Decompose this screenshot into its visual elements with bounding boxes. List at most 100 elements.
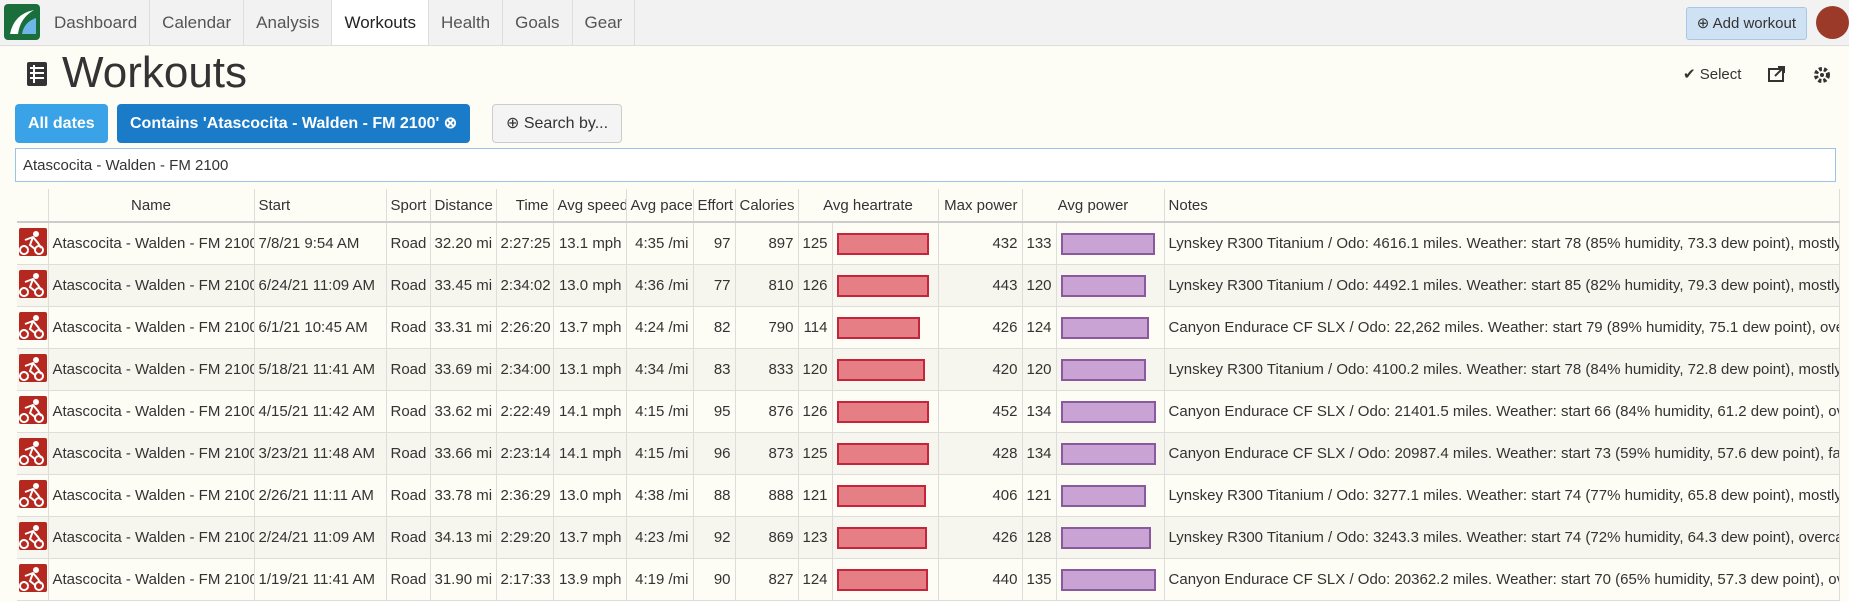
notes-cell: Lynskey R300 Titanium / Odo: 3243.3 mile…: [1164, 516, 1840, 559]
distance-cell: 33.66 mi: [430, 432, 497, 475]
heartrate-bar-cell: [832, 474, 939, 517]
sport-icon-cell: [17, 348, 49, 391]
heartrate-bar: [836, 232, 929, 255]
max-power-cell: 406: [938, 474, 1023, 517]
select-label: Select: [1699, 66, 1742, 83]
power-bar-cell: [1056, 516, 1165, 559]
all-dates-button[interactable]: All dates: [15, 104, 108, 143]
nav-tab[interactable]: Workouts: [332, 0, 429, 45]
toolbar-icons[interactable]: [1767, 64, 1837, 86]
column-header: Start: [254, 189, 387, 223]
avg-pace-cell: 4:15 /mi: [626, 390, 694, 433]
nav-tab[interactable]: Analysis: [244, 0, 333, 45]
max-power-cell: 428: [938, 432, 1023, 475]
avg-power-cell: 120: [1022, 348, 1057, 391]
sport-icon: [19, 269, 47, 298]
start-cell: 6/1/21 10:45 AM: [254, 306, 387, 349]
workout-row: Atascocita - Walden - FM 2100 1/19/21 11:…: [17, 558, 1840, 601]
calories-cell: 827: [735, 558, 799, 601]
avg-power-cell: 121: [1022, 474, 1057, 517]
sport-icon-cell: [17, 516, 49, 559]
heartrate-bar: [836, 568, 928, 591]
distance-cell: 31.90 mi: [430, 558, 497, 601]
workout-row: Atascocita - Walden - FM 2100 4/15/21 11:…: [17, 390, 1840, 433]
workouts-table: Name Start Sport Distance Time Avg speed Avg p…: [17, 189, 1840, 601]
start-cell: 2/26/21 11:11 AM: [254, 474, 387, 517]
nav-tab[interactable]: Goals: [503, 0, 573, 45]
avg-heartrate-cell: 124: [798, 558, 833, 601]
avg-speed-cell: 13.9 mph: [553, 558, 627, 601]
workout-row: Atascocita - Walden - FM 2100 5/18/21 11:…: [17, 348, 1840, 391]
avatar[interactable]: [1816, 6, 1849, 39]
distance-cell: 32.20 mi: [430, 222, 497, 265]
avg-pace-cell: 4:23 /mi: [626, 516, 694, 559]
nav-tab[interactable]: Gear: [573, 0, 636, 45]
distance-cell: 34.13 mi: [430, 516, 497, 559]
select-button[interactable]: ✔ Select: [1683, 66, 1742, 83]
search-input[interactable]: Atascocita - Walden - FM 2100: [15, 148, 1836, 182]
nav-tab[interactable]: Dashboard: [42, 0, 151, 45]
avg-pace-cell: 4:35 /mi: [626, 222, 694, 265]
name-cell: Atascocita - Walden - FM 2100: [48, 558, 255, 601]
nav-tab[interactable]: Health: [429, 0, 504, 45]
max-power-cell: 440: [938, 558, 1023, 601]
notes-cell: Lynskey R300 Titanium / Odo: 4100.2 mile…: [1164, 348, 1840, 391]
table-icon: [27, 62, 47, 86]
name-cell: Atascocita - Walden - FM 2100: [48, 222, 255, 265]
power-bar: [1060, 484, 1147, 507]
sport-icon-cell: [17, 432, 49, 475]
column-header: Avg power: [1022, 189, 1165, 223]
notes-cell: Lynskey R300 Titanium / Odo: 4616.1 mile…: [1164, 222, 1840, 265]
heartrate-bar-cell: [832, 264, 939, 307]
add-workout-button[interactable]: ⊕ Add workout: [1685, 7, 1807, 40]
search-by-button[interactable]: ⊕ Search by...: [492, 104, 623, 143]
sport-icon-cell: [17, 306, 49, 349]
max-power-cell: 443: [938, 264, 1023, 307]
time-cell: 2:26:20: [496, 306, 554, 349]
name-cell: Atascocita - Walden - FM 2100: [48, 390, 255, 433]
sport-icon: [19, 521, 47, 550]
start-cell: 2/24/21 11:09 AM: [254, 516, 387, 559]
sport-icon-cell: [17, 222, 49, 265]
time-cell: 2:34:02: [496, 264, 554, 307]
power-bar: [1060, 526, 1152, 549]
sport-cell: Road: [386, 222, 431, 265]
power-bar-cell: [1056, 348, 1165, 391]
workout-row: Atascocita - Walden - FM 2100 3/23/21 11:…: [17, 432, 1840, 475]
avg-speed-cell: 13.1 mph: [553, 348, 627, 391]
column-header: Distance: [430, 189, 497, 223]
contains-filter[interactable]: Contains 'Atascocita - Walden - FM 2100'…: [117, 104, 471, 143]
name-cell: Atascocita - Walden - FM 2100: [48, 432, 255, 475]
effort-cell: 77: [693, 264, 736, 307]
calories-cell: 869: [735, 516, 799, 559]
sport-cell: Road: [386, 516, 431, 559]
sport-icon: [19, 353, 47, 382]
column-header: Calories: [735, 189, 799, 223]
start-cell: 5/18/21 11:41 AM: [254, 348, 387, 391]
power-bar: [1060, 316, 1149, 339]
sport-icon: [19, 311, 47, 340]
distance-cell: 33.78 mi: [430, 474, 497, 517]
start-cell: 7/8/21 9:54 AM: [254, 222, 387, 265]
calories-cell: 897: [735, 222, 799, 265]
heartrate-bar-cell: [832, 390, 939, 433]
avg-power-cell: 124: [1022, 306, 1057, 349]
column-header: Notes: [1164, 189, 1840, 223]
avg-pace-cell: 4:24 /mi: [626, 306, 694, 349]
heartrate-bar-cell: [832, 558, 939, 601]
sport-icon-cell: [17, 390, 49, 433]
avg-speed-cell: 13.7 mph: [553, 516, 627, 559]
nav-tab[interactable]: Calendar: [150, 0, 245, 45]
sport-cell: Road: [386, 264, 431, 307]
effort-cell: 90: [693, 558, 736, 601]
power-bar: [1060, 568, 1157, 591]
column-header: Avg pace: [626, 189, 694, 223]
heartrate-bar: [836, 400, 930, 423]
sport-cell: Road: [386, 432, 431, 475]
avg-heartrate-cell: 125: [798, 432, 833, 475]
avg-power-cell: 134: [1022, 390, 1057, 433]
effort-cell: 96: [693, 432, 736, 475]
heartrate-bar: [836, 358, 925, 381]
heartrate-bar: [836, 526, 928, 549]
sport-icon: [19, 563, 47, 592]
